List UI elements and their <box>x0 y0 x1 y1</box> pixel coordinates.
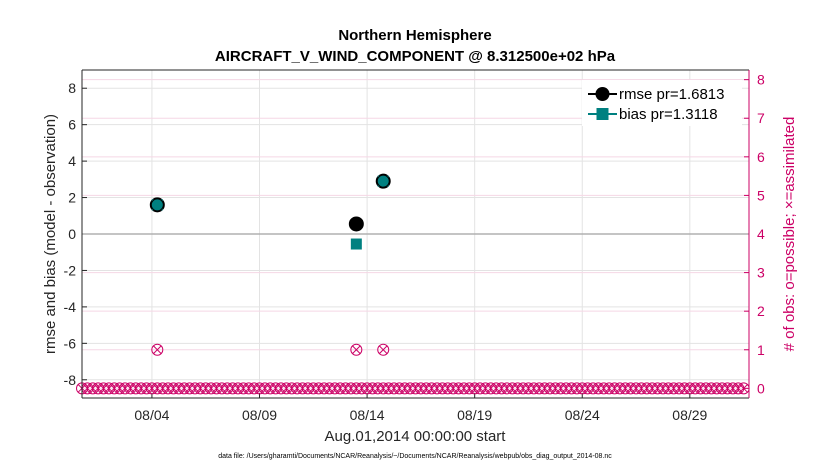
y-tick-labels-right: 0 1 2 3 4 5 6 7 8 <box>757 72 765 397</box>
y-tick-label-right: 8 <box>757 72 765 88</box>
rmse-point <box>348 216 364 232</box>
y-axis-label-right: # of obs: o=possible; ×=assimilated <box>781 117 798 352</box>
x-tick-labels: 08/04 08/09 08/14 08/19 08/24 08/29 <box>134 407 707 423</box>
x-axis-label: Aug.01,2014 00:00:00 start <box>325 428 507 445</box>
legend-bias-label: bias pr=1.3118 <box>619 106 718 123</box>
obs-count-marker <box>350 343 363 356</box>
y-tick-label-right: 2 <box>757 303 765 319</box>
chart-title: Northern Hemisphere <box>338 27 491 44</box>
y-tick-label-right: 6 <box>757 149 765 165</box>
y-tick-label-right: 1 <box>757 342 765 358</box>
x-tick-label: 08/04 <box>134 407 169 423</box>
legend-rmse-label: rmse pr=1.6813 <box>619 86 724 103</box>
bias-rmse-overlap-point <box>150 198 164 212</box>
y-tick-label-right: 7 <box>757 110 765 126</box>
x-tick-label: 08/09 <box>242 407 277 423</box>
x-tick-label: 08/14 <box>350 407 385 423</box>
obs-count-markers <box>76 343 750 395</box>
bias-rmse-overlap-point <box>376 174 390 188</box>
y-axis-label-left: rmse and bias (model - observation) <box>42 114 59 354</box>
y-tick-label-left: -6 <box>64 335 77 351</box>
legend: rmse pr=1.6813 bias pr=1.3118 <box>582 80 742 126</box>
y-tick-label-left: 2 <box>68 190 76 206</box>
y-tick-label-left: 4 <box>68 153 76 169</box>
obs-count-marker <box>377 343 390 356</box>
legend-box <box>582 80 742 126</box>
y-tick-label-left: -2 <box>64 262 77 278</box>
y-tick-label-left: 8 <box>68 80 76 96</box>
chart-subtitle: AIRCRAFT_V_WIND_COMPONENT @ 8.312500e+02… <box>215 48 616 65</box>
data-file-footnote: data file: /Users/gharamti/Documents/NCA… <box>218 453 612 460</box>
y-tick-label-left: -8 <box>64 372 77 388</box>
bias-point <box>350 238 362 250</box>
legend-rmse-marker <box>595 87 610 101</box>
series-marks <box>149 173 391 250</box>
y-tick-label-right: 4 <box>757 226 765 242</box>
y-tick-label-left: 6 <box>68 117 76 133</box>
y-tick-label-right: 5 <box>757 187 765 203</box>
y-tick-labels-left: -8 -6 -4 -2 0 2 4 6 8 <box>64 80 77 388</box>
y-tick-label-left: -4 <box>64 299 77 315</box>
y-tick-label-left: 0 <box>68 226 76 242</box>
obs-count-marker <box>151 343 164 356</box>
legend-bias-marker <box>596 108 609 120</box>
x-tick-label: 08/19 <box>457 407 492 423</box>
x-tick-label: 08/24 <box>565 407 600 423</box>
y-tick-label-right: 3 <box>757 265 765 281</box>
x-tick-label: 08/29 <box>672 407 707 423</box>
y-tick-label-right: 0 <box>757 380 765 396</box>
